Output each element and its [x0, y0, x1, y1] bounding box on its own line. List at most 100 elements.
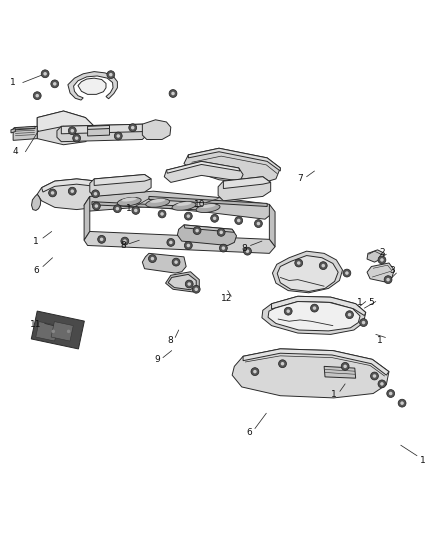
Text: 8: 8 [241, 244, 247, 253]
Circle shape [43, 72, 47, 76]
Circle shape [380, 258, 384, 262]
Polygon shape [37, 111, 94, 132]
Circle shape [246, 249, 249, 253]
Text: 11: 11 [30, 320, 42, 329]
Circle shape [114, 132, 122, 140]
Polygon shape [218, 177, 271, 201]
Circle shape [244, 247, 251, 255]
Circle shape [134, 208, 138, 212]
Ellipse shape [117, 197, 141, 206]
Circle shape [257, 222, 260, 225]
Circle shape [132, 206, 140, 214]
Text: 1: 1 [357, 298, 363, 307]
Text: 1: 1 [33, 237, 39, 246]
Circle shape [378, 380, 386, 388]
Circle shape [94, 192, 97, 196]
Circle shape [211, 214, 219, 222]
Circle shape [113, 205, 121, 213]
Circle shape [217, 229, 225, 236]
Circle shape [184, 241, 192, 249]
Polygon shape [32, 194, 41, 211]
Polygon shape [166, 272, 199, 292]
Ellipse shape [122, 197, 137, 201]
Circle shape [167, 238, 175, 246]
Polygon shape [14, 126, 35, 130]
Text: 1: 1 [331, 390, 337, 399]
Circle shape [235, 216, 243, 224]
Polygon shape [367, 250, 385, 262]
Polygon shape [232, 349, 389, 398]
Polygon shape [31, 311, 85, 349]
Circle shape [193, 227, 201, 235]
Polygon shape [90, 174, 151, 197]
Circle shape [51, 80, 59, 88]
Polygon shape [272, 251, 343, 293]
Circle shape [71, 189, 74, 193]
Circle shape [187, 214, 190, 218]
Text: 2: 2 [379, 248, 385, 257]
Polygon shape [243, 349, 389, 375]
Circle shape [343, 269, 351, 277]
Circle shape [360, 319, 367, 327]
Polygon shape [78, 78, 106, 94]
Circle shape [398, 399, 406, 407]
Circle shape [187, 244, 190, 247]
Circle shape [345, 271, 349, 275]
Polygon shape [42, 179, 110, 192]
Text: 8: 8 [167, 336, 173, 344]
Circle shape [121, 237, 129, 245]
Circle shape [185, 280, 193, 288]
Circle shape [187, 282, 191, 286]
Polygon shape [268, 302, 360, 331]
Text: 1: 1 [420, 456, 426, 465]
Polygon shape [13, 126, 37, 140]
Circle shape [284, 307, 292, 315]
Circle shape [67, 329, 71, 333]
Circle shape [321, 264, 325, 268]
Circle shape [98, 236, 106, 243]
Circle shape [75, 136, 78, 140]
Circle shape [346, 311, 353, 319]
Polygon shape [188, 148, 280, 171]
Polygon shape [37, 179, 112, 209]
Circle shape [174, 260, 178, 264]
Circle shape [123, 239, 127, 243]
Circle shape [400, 401, 404, 405]
Circle shape [286, 309, 290, 313]
Circle shape [384, 276, 392, 284]
Polygon shape [277, 255, 338, 292]
Circle shape [387, 390, 395, 398]
Text: 9: 9 [154, 355, 160, 364]
Polygon shape [92, 201, 210, 211]
Circle shape [100, 238, 103, 241]
Circle shape [148, 255, 156, 263]
Circle shape [362, 321, 365, 325]
Circle shape [129, 124, 137, 132]
Circle shape [92, 190, 99, 198]
Polygon shape [269, 204, 275, 247]
Ellipse shape [150, 199, 165, 203]
Polygon shape [166, 161, 240, 173]
Polygon shape [168, 274, 196, 290]
Circle shape [169, 240, 173, 244]
Circle shape [386, 278, 390, 281]
Circle shape [213, 216, 216, 220]
Circle shape [251, 368, 259, 376]
Circle shape [160, 212, 164, 216]
Polygon shape [324, 366, 356, 378]
Polygon shape [272, 296, 366, 316]
Text: 4: 4 [13, 147, 18, 156]
Circle shape [194, 287, 198, 291]
Polygon shape [84, 231, 275, 253]
Polygon shape [177, 225, 237, 246]
Circle shape [52, 329, 55, 333]
Text: 8: 8 [120, 241, 127, 250]
Circle shape [117, 134, 120, 138]
Polygon shape [84, 197, 90, 240]
Circle shape [95, 204, 98, 208]
Text: 12: 12 [221, 294, 233, 303]
Ellipse shape [177, 202, 191, 206]
Text: 5: 5 [368, 298, 374, 307]
Circle shape [373, 374, 376, 378]
Circle shape [171, 92, 175, 95]
